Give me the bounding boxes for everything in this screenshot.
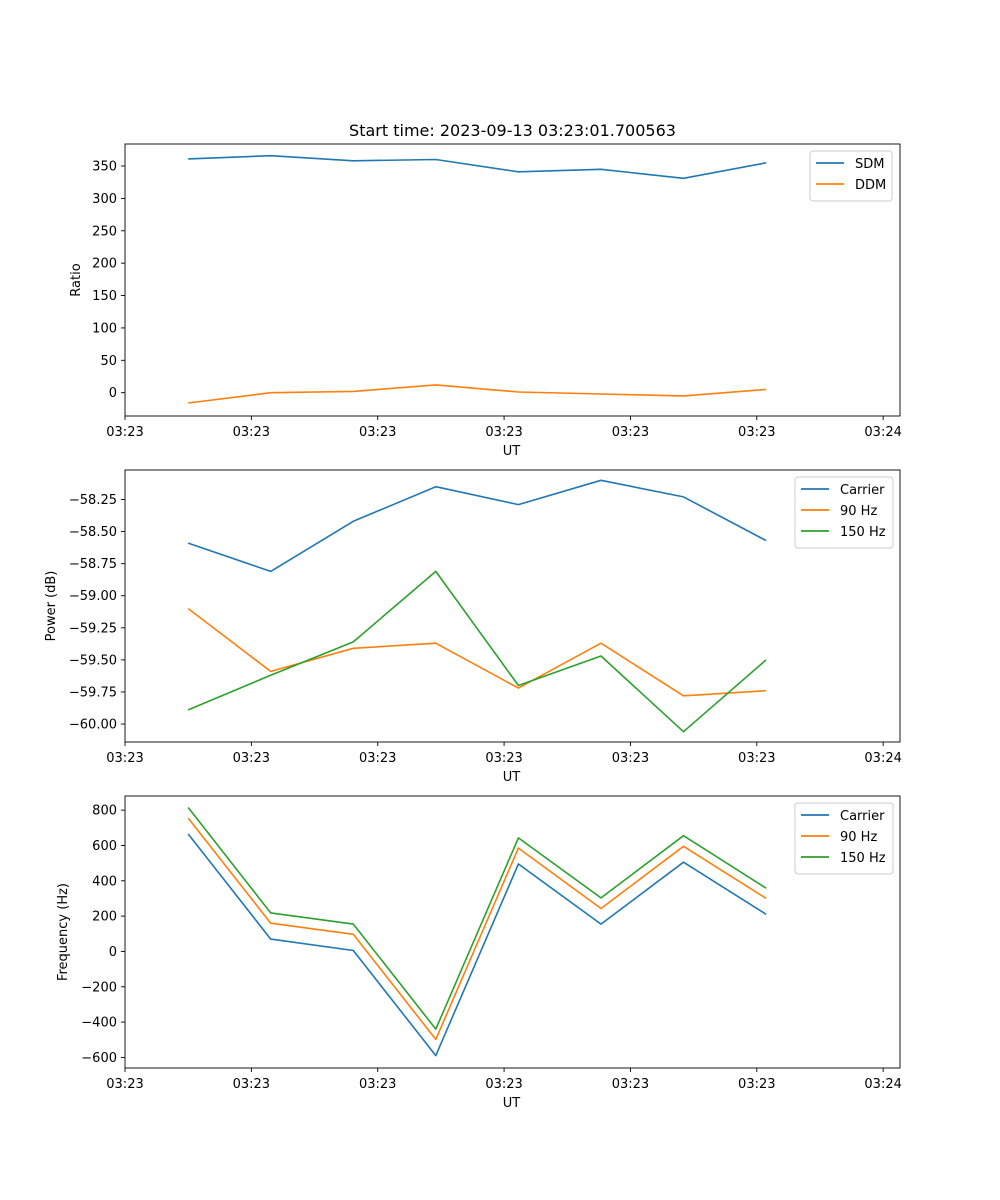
legend-label: 90 Hz — [840, 504, 877, 519]
legend: SDM DDM — [809, 150, 893, 202]
y-tick-label: −59.00 — [69, 589, 117, 604]
figure-title: Start time: 2023-09-13 03:23:01.700563 — [349, 121, 676, 140]
x-tick-label: 03:24 — [864, 1077, 901, 1092]
x-tick-label: 03:23 — [359, 425, 396, 440]
y-tick-label: 300 — [92, 192, 117, 207]
legend: Carrier 90 Hz 150 Hz — [794, 476, 894, 549]
y-tick-label: 100 — [92, 321, 117, 336]
series-line-150-hz — [187, 807, 767, 1030]
series-line-90-hz — [187, 607, 767, 697]
x-tick-label: 03:23 — [738, 751, 775, 766]
y-tick-label: 0 — [109, 386, 117, 401]
series-line-150-hz — [187, 570, 767, 733]
legend-label: SDM — [855, 157, 884, 172]
y-tick-label: −58.50 — [69, 525, 117, 540]
y-axis-label: Ratio — [69, 263, 84, 296]
y-tick-label: 600 — [92, 839, 117, 854]
legend-label: Carrier — [840, 809, 885, 824]
x-tick-label: 03:23 — [612, 425, 649, 440]
x-tick-label: 03:23 — [612, 1077, 649, 1092]
x-tick-label: 03:23 — [359, 751, 396, 766]
x-tick-label: 03:23 — [233, 1077, 270, 1092]
y-tick-label: 200 — [92, 910, 117, 925]
plot-frame — [124, 143, 901, 417]
x-tick-label: 03:23 — [233, 425, 270, 440]
y-tick-label: −59.75 — [69, 685, 117, 700]
x-axis-label: UT — [503, 1096, 521, 1111]
y-axis-label: Frequency (Hz) — [56, 883, 71, 981]
series-line-ddm — [188, 384, 767, 404]
x-tick-label: 03:24 — [864, 425, 901, 440]
series-line-sdm — [188, 154, 767, 180]
x-tick-label: 03:23 — [233, 751, 270, 766]
x-tick-label: 03:23 — [612, 751, 649, 766]
y-tick-label: −58.25 — [69, 493, 117, 508]
series-line-90-hz — [187, 817, 767, 1041]
chart-1: 03:23 03:23 03:23 03:23 03:23 03:23 03:24 0 50 10… — [69, 143, 902, 459]
legend-label: 90 Hz — [840, 830, 877, 845]
y-tick-label: −59.50 — [69, 653, 117, 668]
y-tick-label: −600 — [81, 1051, 117, 1066]
y-tick-label: 250 — [92, 224, 117, 239]
chart-3: 03:23 03:23 03:23 03:23 03:23 03:23 03:24 −600 −… — [56, 795, 902, 1111]
y-tick-label: −58.75 — [69, 557, 117, 572]
x-tick-label: 03:23 — [106, 1077, 143, 1092]
x-tick-label: 03:23 — [359, 1077, 396, 1092]
y-tick-label: 200 — [92, 257, 117, 272]
plot-frame — [124, 469, 901, 743]
y-tick-label: −200 — [81, 980, 117, 995]
y-tick-label: −59.25 — [69, 621, 117, 636]
x-tick-label: 03:23 — [485, 1077, 522, 1092]
x-tick-label: 03:23 — [485, 751, 522, 766]
legend-label: Carrier — [840, 483, 885, 498]
y-tick-label: 400 — [92, 874, 117, 889]
legend: Carrier 90 Hz 150 Hz — [794, 802, 894, 875]
series-line-carrier — [187, 479, 767, 573]
y-axis-label: Power (dB) — [44, 571, 59, 642]
series-line-carrier — [187, 833, 767, 1057]
x-axis-label: UT — [503, 770, 521, 785]
x-tick-label: 03:23 — [738, 1077, 775, 1092]
y-tick-label: 50 — [100, 354, 117, 369]
legend-label: 150 Hz — [840, 525, 886, 540]
x-axis-label: UT — [503, 444, 521, 459]
y-tick-label: 0 — [109, 945, 117, 960]
y-tick-label: 350 — [92, 160, 117, 175]
plots: 03:23 03:23 03:23 03:23 03:23 03:23 03:24 0 50 10… — [44, 143, 902, 1111]
y-tick-label: 800 — [92, 804, 117, 819]
y-tick-label: −60.00 — [69, 718, 117, 733]
legend-label: DDM — [855, 178, 886, 193]
y-tick-label: −400 — [81, 1016, 117, 1031]
x-tick-label: 03:23 — [106, 425, 143, 440]
x-tick-label: 03:23 — [485, 425, 522, 440]
x-tick-label: 03:24 — [864, 751, 901, 766]
x-tick-label: 03:23 — [738, 425, 775, 440]
y-tick-label: 150 — [92, 289, 117, 304]
chart-2: 03:23 03:23 03:23 03:23 03:23 03:23 03:24 −60.0… — [44, 469, 902, 785]
legend-label: 150 Hz — [840, 851, 886, 866]
plot-frame — [124, 795, 901, 1069]
x-tick-label: 03:23 — [106, 751, 143, 766]
